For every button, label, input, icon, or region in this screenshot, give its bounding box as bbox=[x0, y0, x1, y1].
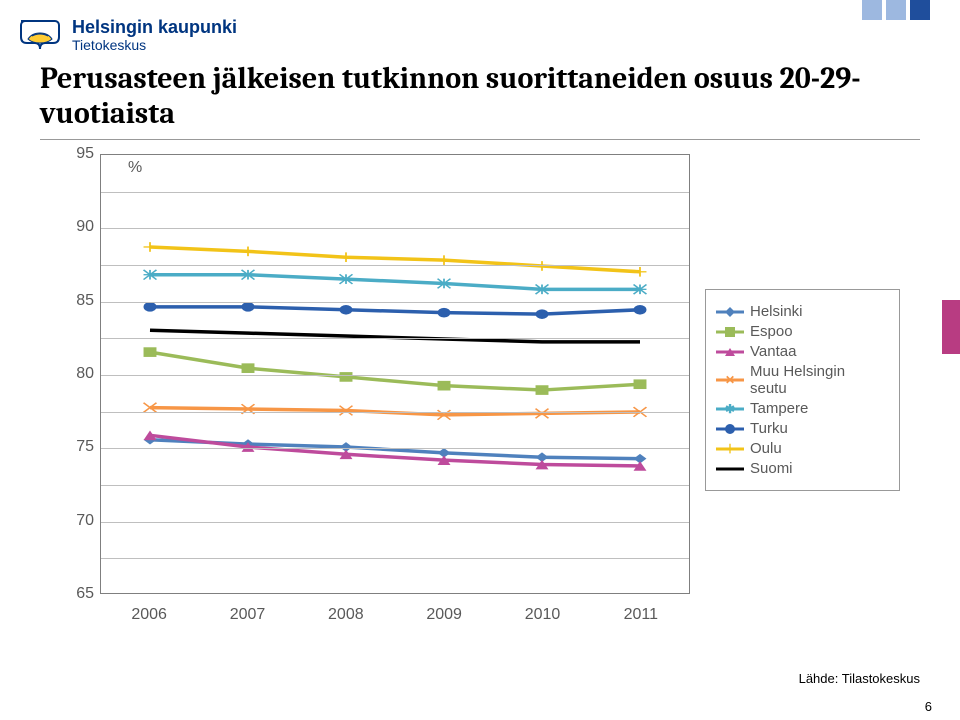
x-tick-label: 2007 bbox=[230, 606, 266, 624]
x-tick-label: 2011 bbox=[624, 606, 658, 624]
title-rule bbox=[40, 139, 920, 140]
legend-item: ＋ Oulu bbox=[716, 440, 885, 457]
square-3 bbox=[910, 0, 930, 20]
header: Helsingin kaupunki Tietokeskus bbox=[0, 0, 960, 62]
gridline-minor bbox=[101, 265, 689, 266]
y-tick-label: 75 bbox=[60, 438, 94, 456]
legend-label: Turku bbox=[750, 420, 788, 437]
x-tick-label: 2006 bbox=[131, 606, 167, 624]
brand-subtitle: Tietokeskus bbox=[72, 38, 237, 53]
gridline-minor bbox=[101, 485, 689, 486]
gridline-minor bbox=[101, 558, 689, 559]
plot-area bbox=[100, 154, 690, 594]
y-tick-label: 65 bbox=[60, 585, 94, 603]
legend-item: ✕ Muu Helsingin seutu bbox=[716, 363, 885, 397]
source-text: Lähde: Tilastokeskus bbox=[799, 671, 920, 686]
y-tick-label: 80 bbox=[60, 365, 94, 383]
gridline bbox=[101, 375, 689, 376]
legend-item: Vantaa bbox=[716, 343, 885, 360]
helsinki-logo-icon bbox=[18, 18, 62, 54]
legend-label: Oulu bbox=[750, 440, 782, 457]
legend-item: Helsinki bbox=[716, 303, 885, 320]
y-tick-label: 90 bbox=[60, 218, 94, 236]
gridline-minor bbox=[101, 192, 689, 193]
gridline bbox=[101, 522, 689, 523]
line-chart bbox=[101, 155, 689, 593]
legend-item: Suomi bbox=[716, 460, 885, 477]
y-tick-label: 85 bbox=[60, 292, 94, 310]
title-row: Perusasteen jälkeisen tutkinnon suoritta… bbox=[0, 62, 960, 140]
gridline bbox=[101, 302, 689, 303]
brand-title: Helsingin kaupunki bbox=[72, 18, 237, 38]
legend-label: Tampere bbox=[750, 400, 808, 417]
chart-title: Perusasteen jälkeisen tutkinnon suoritta… bbox=[40, 62, 920, 131]
page-number: 6 bbox=[925, 699, 932, 714]
legend-item: ✱ Tampere bbox=[716, 400, 885, 417]
x-tick-label: 2009 bbox=[426, 606, 462, 624]
legend-item: Espoo bbox=[716, 323, 885, 340]
top-squares bbox=[862, 0, 930, 20]
legend-swatch: ✱ bbox=[716, 402, 744, 416]
y-tick-label: 70 bbox=[60, 512, 94, 530]
legend-swatch bbox=[716, 345, 744, 359]
legend-swatch bbox=[716, 305, 744, 319]
legend-box: Helsinki Espoo Vantaa ✕ Muu Helsingin seutu ✱… bbox=[705, 289, 900, 491]
slide-page: Helsingin kaupunki Tietokeskus Perusaste… bbox=[0, 0, 960, 720]
legend-label: Muu Helsingin seutu bbox=[750, 363, 885, 397]
x-tick-label: 2010 bbox=[525, 606, 561, 624]
y-tick-label: 95 bbox=[60, 145, 94, 163]
x-tick-label: 2008 bbox=[328, 606, 364, 624]
legend-label: Espoo bbox=[750, 323, 793, 340]
legend-swatch bbox=[716, 422, 744, 436]
legend-swatch: ✕ bbox=[716, 373, 744, 387]
percent-label: % bbox=[128, 159, 142, 177]
square-2 bbox=[886, 0, 906, 20]
gridline-minor bbox=[101, 412, 689, 413]
gridline bbox=[101, 228, 689, 229]
brand-text: Helsingin kaupunki Tietokeskus bbox=[72, 18, 237, 53]
legend-swatch bbox=[716, 325, 744, 339]
gridline-minor bbox=[101, 338, 689, 339]
legend-swatch bbox=[716, 462, 744, 476]
legend-label: Helsinki bbox=[750, 303, 803, 320]
legend-label: Vantaa bbox=[750, 343, 796, 360]
legend-swatch: ＋ bbox=[716, 442, 744, 456]
square-1 bbox=[862, 0, 882, 20]
gridline bbox=[101, 448, 689, 449]
legend-item: Turku bbox=[716, 420, 885, 437]
chart-area: Helsinki Espoo Vantaa ✕ Muu Helsingin seutu ✱… bbox=[60, 154, 900, 624]
legend-label: Suomi bbox=[750, 460, 793, 477]
side-accent-block bbox=[942, 300, 960, 354]
